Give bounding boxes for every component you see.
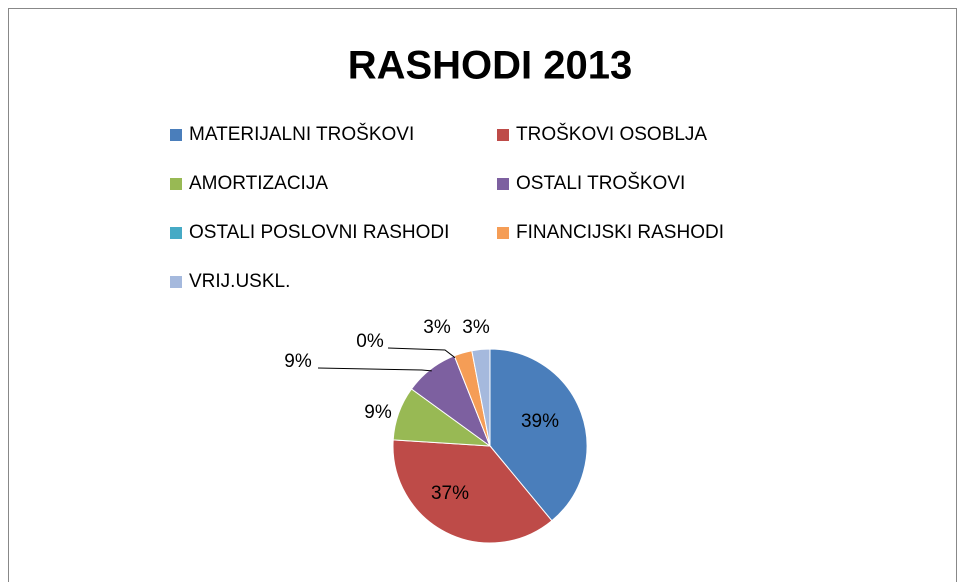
leader-line — [317, 367, 432, 372]
legend-swatch — [497, 227, 509, 239]
data-label: 9% — [364, 402, 392, 423]
pie-slice — [392, 439, 553, 544]
leader-line — [387, 347, 456, 359]
legend-swatch — [170, 227, 182, 239]
data-label: 37% — [431, 483, 469, 504]
legend-label: MATERIJALNI TROŠKOVI — [189, 123, 414, 145]
legend-label: FINANCIJSKI RASHODI — [516, 222, 724, 243]
legend-swatch — [497, 129, 509, 141]
pie-slice — [489, 348, 588, 522]
pie-slice — [471, 348, 491, 447]
data-label: 3% — [462, 317, 490, 338]
data-label: 0% — [356, 331, 384, 352]
data-label: 9% — [284, 351, 312, 372]
legend-swatch — [170, 178, 182, 190]
chart-title: RASHODI 2013 — [348, 44, 633, 88]
data-label: 39% — [521, 411, 559, 432]
legend-swatch — [497, 178, 509, 190]
legend-swatch — [170, 129, 182, 141]
legend-label: TROŠKOVI OSOBLJA — [516, 123, 707, 145]
legend-label: VRIJ.USKL. — [189, 271, 290, 292]
legend-swatch — [170, 276, 182, 288]
data-label: 3% — [423, 317, 451, 338]
legend-label: OSTALI POSLOVNI RASHODI — [189, 222, 449, 243]
legend-label: AMORTIZACIJA — [189, 173, 328, 194]
legend-label: OSTALI TROŠKOVI — [516, 172, 685, 194]
